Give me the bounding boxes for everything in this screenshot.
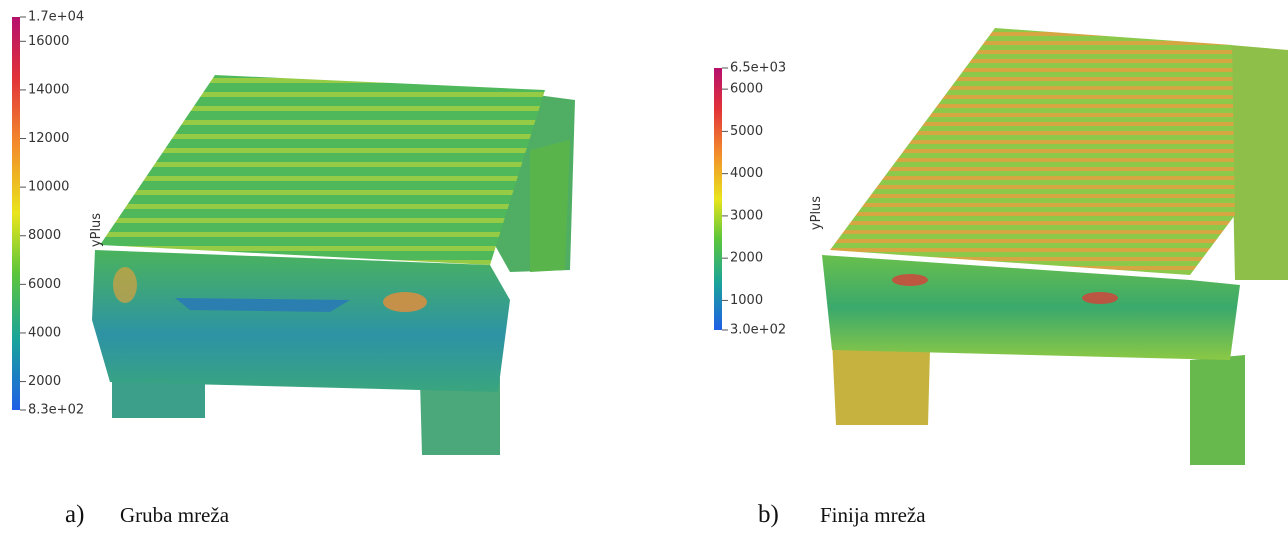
colorbar-tick-label: 8000 xyxy=(28,228,61,243)
colorbar-tick-label: 6.5e+03 xyxy=(730,61,786,76)
panel-caption: Gruba mreža xyxy=(120,503,230,527)
colorbar-title: yPlus xyxy=(809,196,824,230)
colorbar-tick-label: 1000 xyxy=(730,293,763,308)
colorbar-tick-label: 3000 xyxy=(730,208,763,223)
colorbar-tick-label: 8.3e+02 xyxy=(28,403,84,418)
panel-label: a) xyxy=(65,501,84,528)
colorbar-title: yPlus xyxy=(89,213,104,247)
colorbar-tick-label: 12000 xyxy=(28,131,69,146)
colorbar-tick-label: 2000 xyxy=(28,374,61,389)
colorbar-tick-label: 4000 xyxy=(730,166,763,181)
panel-label: b) xyxy=(758,501,779,528)
colorbar-tick-label: 2000 xyxy=(730,251,763,266)
colorbar xyxy=(12,17,20,410)
colorbar-tick-label: 4000 xyxy=(28,325,61,340)
colorbar-tick-label: 16000 xyxy=(28,34,69,49)
car-render-a xyxy=(92,75,575,455)
colorbar-tick-label: 6000 xyxy=(730,82,763,97)
colorbar-tick-label: 5000 xyxy=(730,124,763,139)
car-render-b xyxy=(822,28,1288,465)
colorbar-tick-label: 6000 xyxy=(28,277,61,292)
colorbar-tick-label: 1.7e+04 xyxy=(28,10,84,25)
colorbar-tick-label: 10000 xyxy=(28,180,69,195)
panel-caption: Finija mreža xyxy=(820,503,926,527)
colorbar-tick-label: 14000 xyxy=(28,82,69,97)
colorbar-tick-label: 3.0e+02 xyxy=(730,323,786,338)
colorbar xyxy=(714,68,722,330)
